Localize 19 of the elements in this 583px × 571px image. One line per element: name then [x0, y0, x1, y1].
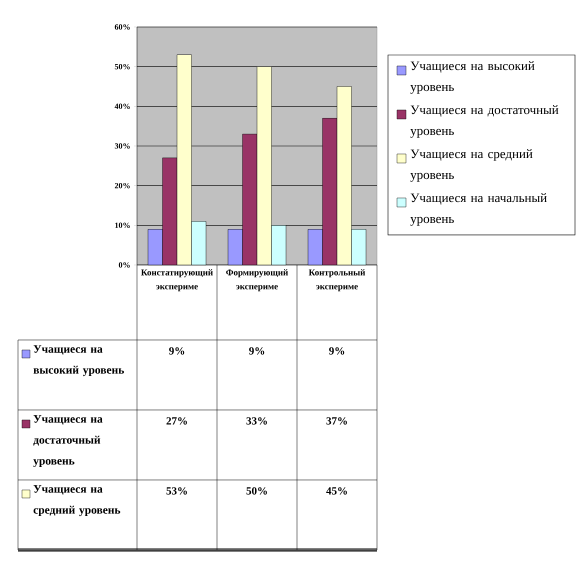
data-label: 9%	[169, 347, 184, 355]
x-tick-label: Формирующий экспериме	[226, 269, 288, 292]
x-tick-label: Контрольный экспериме	[308, 269, 366, 292]
data-label: 53%	[166, 487, 187, 495]
data-label: 50%	[246, 487, 267, 495]
legend-label: Учащиеся на начальный уровень	[410, 193, 547, 226]
data-label: 9%	[249, 347, 264, 355]
data-label: 37%	[326, 417, 347, 425]
legend-label: Учащиеся на средний уровень	[410, 149, 533, 182]
legend-label: Учащиеся на высокий уровень	[34, 345, 124, 376]
text: Учащиеся на средний уровень	[34, 485, 120, 516]
data-label: 27%	[166, 417, 187, 425]
data-label: 33%	[246, 417, 267, 425]
data-label: 9%	[329, 347, 344, 355]
text: Учащиеся на высокий уровень	[410, 61, 535, 94]
legend-label: Учащиеся на достаточный уровень	[410, 105, 558, 138]
data-label: 45%	[326, 487, 347, 495]
x-tick-label: Констатирующий экспериме	[141, 269, 213, 292]
text: Учащиеся на достаточный уровень	[33, 415, 103, 467]
